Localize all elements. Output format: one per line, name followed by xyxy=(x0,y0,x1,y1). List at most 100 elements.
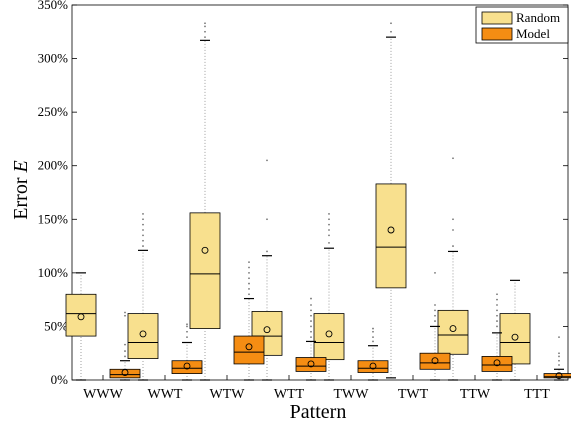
x-tick-label: TTW xyxy=(460,387,491,402)
model-www-outlier xyxy=(124,314,126,317)
model-ttw-outlier xyxy=(496,309,498,312)
random-ttw-box xyxy=(437,309,469,355)
model-twt-outlier xyxy=(434,314,436,317)
random-tww-outlier xyxy=(328,213,330,215)
model-wtw-outlier xyxy=(248,293,250,296)
model-ttt-outlier xyxy=(558,352,560,355)
model-wtw-outlier xyxy=(248,266,250,269)
random-tww-outlier xyxy=(328,241,330,244)
model-wtw-outlier xyxy=(248,282,250,285)
y-tick-label: 350% xyxy=(38,0,69,12)
y-tick-label: 100% xyxy=(38,265,69,280)
y-tick-label: 200% xyxy=(38,158,69,173)
y-tick-label: 50% xyxy=(44,318,68,333)
x-axis-title: Pattern xyxy=(290,401,347,423)
legend-label-random: Random xyxy=(516,10,560,25)
random-wwt-mean xyxy=(139,330,147,338)
plot-area: 0% 50% 100% 150% 200% 250% 300% 350% WWW WWT WTW WT… xyxy=(38,0,571,402)
y-axis-title: Error E xyxy=(10,160,32,219)
random-wwt-outlier xyxy=(142,213,144,215)
random-ttw-outlier xyxy=(452,218,454,221)
legend-swatch-random xyxy=(481,11,513,25)
model-twt-mean xyxy=(431,357,439,365)
random-ttw-mean xyxy=(449,325,457,333)
model-wtw-outlier xyxy=(248,261,250,264)
legend: Random Model xyxy=(475,6,569,44)
random-wtt-outlier xyxy=(266,159,268,162)
model-ttt-mean xyxy=(555,372,563,380)
model-www-outlier xyxy=(124,350,126,352)
model-wtt-outlier xyxy=(310,320,312,322)
random-ttt-mean xyxy=(511,333,519,341)
random-www-box xyxy=(65,293,97,337)
model-ttw-outlier xyxy=(496,320,498,322)
y-axis-title-prefix: Error xyxy=(10,173,32,220)
random-tww-outlier xyxy=(328,234,330,237)
random-wwt-outlier xyxy=(142,234,144,237)
random-ttw-outlier xyxy=(452,229,454,231)
random-tww-outlier xyxy=(328,223,330,226)
x-tick-label: WWW xyxy=(83,387,123,402)
model-wtw-outlier xyxy=(248,271,250,274)
y-tick-label: 300% xyxy=(38,51,69,66)
model-wtw-mean xyxy=(245,343,253,351)
model-wtt-outlier xyxy=(310,336,312,339)
model-twt-box xyxy=(419,352,451,370)
random-wwt-outlier xyxy=(142,245,144,247)
model-ttw-outlier xyxy=(496,314,498,317)
random-ttw-outlier xyxy=(452,245,454,247)
model-ttw-mean xyxy=(493,359,501,367)
model-twt-outlier xyxy=(434,320,436,322)
model-wtw-outlier xyxy=(248,288,250,290)
model-ttw-outlier xyxy=(496,304,498,306)
model-tww-outlier xyxy=(372,336,374,339)
model-wwt-outlier xyxy=(186,323,188,326)
random-wtw-outlier xyxy=(204,22,206,25)
random-wtw-mean xyxy=(201,246,209,254)
random-ttt-box xyxy=(499,313,531,365)
model-wwt-box xyxy=(171,360,203,374)
random-twt-outlier xyxy=(390,30,392,33)
y-tick-label: 0% xyxy=(51,372,69,387)
model-wtt-outlier xyxy=(310,330,312,333)
random-twt-outlier xyxy=(390,22,392,25)
random-twt-mean xyxy=(387,226,395,234)
model-www-mean xyxy=(121,369,129,376)
model-tww-outlier xyxy=(372,340,374,343)
legend-swatch-model xyxy=(481,27,513,41)
model-wtt-outlier xyxy=(310,325,312,328)
model-wtt-outlier xyxy=(310,297,312,300)
x-tick-label: WTW xyxy=(210,387,246,402)
model-tww-outlier xyxy=(372,327,374,330)
random-wtw-outlier xyxy=(204,30,206,33)
model-ttt-outlier xyxy=(558,364,560,366)
random-wwt-outlier xyxy=(142,223,144,226)
model-ttt-outlier xyxy=(558,355,560,358)
random-tww-outlier xyxy=(328,229,330,231)
model-ttw-outlier xyxy=(496,298,498,301)
model-ttt-outlier xyxy=(558,336,560,339)
random-wtw-outlier xyxy=(204,25,206,28)
model-ttt-box xyxy=(543,373,571,379)
random-wtt-outlier xyxy=(266,218,268,221)
model-tww-box xyxy=(357,360,389,373)
model-www-outlier xyxy=(124,343,126,346)
random-tww-outlier xyxy=(328,218,330,221)
random-twt-box xyxy=(375,183,407,289)
model-www-box xyxy=(109,368,141,379)
model-www-outlier xyxy=(124,311,126,314)
random-ttw-outlier xyxy=(452,157,454,160)
model-ttw-box xyxy=(481,356,513,372)
random-wwt-outlier xyxy=(142,229,144,231)
model-twt-outlier xyxy=(434,271,436,274)
legend-label-model: Model xyxy=(516,26,550,41)
random-wwt-outlier xyxy=(142,239,144,242)
random-wtw-outlier xyxy=(204,36,206,39)
model-www-outlier xyxy=(124,355,126,358)
model-wtt-mean xyxy=(307,360,315,368)
model-twt-outlier xyxy=(434,309,436,312)
model-wtt-box xyxy=(295,357,327,372)
model-tww-outlier xyxy=(372,330,374,333)
random-wtt-outlier xyxy=(266,250,268,253)
